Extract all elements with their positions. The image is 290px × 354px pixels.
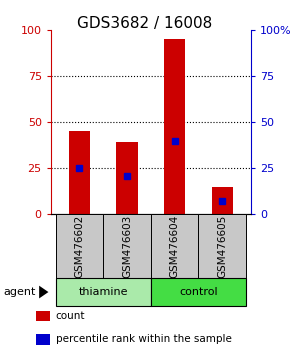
Bar bbox=[151, 278, 246, 306]
Text: GSM476605: GSM476605 bbox=[217, 215, 227, 278]
Bar bbox=[36, 334, 50, 345]
Text: thiamine: thiamine bbox=[78, 287, 128, 297]
Text: GDS3682 / 16008: GDS3682 / 16008 bbox=[77, 16, 213, 31]
Bar bbox=[103, 214, 151, 278]
Bar bbox=[151, 214, 198, 278]
Bar bbox=[116, 142, 138, 214]
Text: percentile rank within the sample: percentile rank within the sample bbox=[56, 335, 231, 344]
Text: agent: agent bbox=[3, 287, 35, 297]
Bar bbox=[164, 39, 185, 214]
Text: GSM476602: GSM476602 bbox=[74, 215, 84, 278]
Bar bbox=[198, 214, 246, 278]
Bar bbox=[55, 214, 103, 278]
Text: count: count bbox=[56, 311, 85, 321]
Text: GSM476604: GSM476604 bbox=[170, 215, 180, 278]
Bar bbox=[36, 311, 50, 321]
Polygon shape bbox=[39, 286, 48, 298]
Bar bbox=[55, 278, 151, 306]
Bar bbox=[211, 187, 233, 214]
Bar bbox=[69, 131, 90, 214]
Text: control: control bbox=[179, 287, 218, 297]
Text: GSM476603: GSM476603 bbox=[122, 215, 132, 278]
